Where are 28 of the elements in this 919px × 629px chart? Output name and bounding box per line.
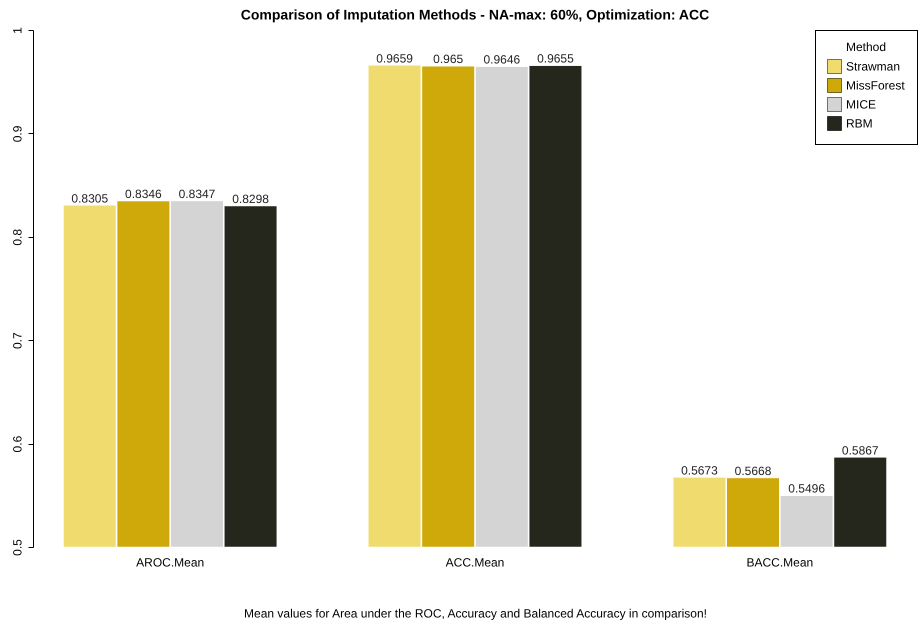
y-tick-label: 0.7 [10,332,24,350]
x-axis-title: Mean values for Area under the ROC, Accuracy and Balanced Accuracy in comparison! [244,606,707,620]
y-tick-label: 0.5 [10,538,24,556]
data-label: 0.5496 [788,482,826,496]
legend-label: Strawman [846,60,900,74]
data-label: 0.8347 [178,186,216,201]
data-label: 0.965 [433,52,464,66]
legend-label: RBM [846,116,873,130]
data-label: 0.9646 [483,52,520,67]
data-label: 0.5668 [734,464,772,478]
data-label: 0.8346 [125,187,162,202]
y-tick-label: 1 [10,26,24,34]
legend-label: MICE [846,98,876,112]
y-tick-label: 0.8 [10,228,24,246]
y-tick-label: 0.6 [10,435,24,452]
data-label: 0.9655 [537,52,574,66]
data-label: 0.9659 [376,51,414,66]
legend-label: MissForest [846,78,906,92]
data-label: 0.8305 [71,191,108,206]
y-tick-label: 0.9 [10,125,24,142]
legend-title: Method [846,40,886,54]
data-label: 0.8298 [232,192,270,206]
data-label: 0.5867 [842,443,879,458]
x-tick-label: BACC.Mean [746,556,814,570]
x-tick-label: AROC.Mean [136,556,204,570]
chart-title: Comparison of Imputation Methods - NA-max: 60%, Optimization: ACC [240,6,710,23]
data-label: 0.5673 [681,463,718,478]
x-tick-label: ACC.Mean [446,556,504,570]
